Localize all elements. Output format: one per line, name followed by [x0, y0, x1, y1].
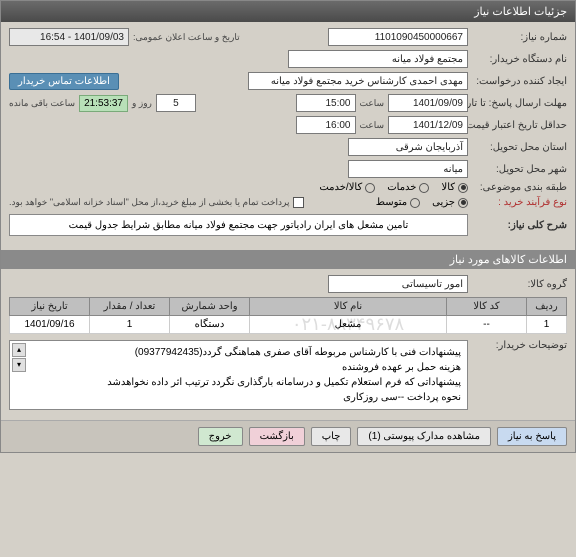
attachments-button[interactable]: مشاهده مدارک پیوستی (1)	[357, 427, 491, 446]
print-button[interactable]: چاپ	[311, 427, 352, 446]
th-code: کد کالا	[447, 298, 527, 316]
details-panel: شماره نیاز: 1101090450000667 تاریخ و ساع…	[1, 22, 575, 246]
th-date: تاریخ نیاز	[10, 298, 90, 316]
creator-field: مهدی احمدی کارشناس خرید مجتمع فولاد میان…	[248, 72, 468, 90]
description-box: تامین مشعل های ایران رادیاتور جهت مجتمع …	[9, 214, 468, 236]
buyer-label: نام دستگاه خریدار:	[472, 54, 567, 65]
notes-up-button[interactable]: ▴	[12, 343, 26, 357]
exit-button[interactable]: خروج	[198, 427, 243, 446]
buyer-notes: ▴ ▾ پیشنهادات فنی با کارشناس مربوطه آقای…	[9, 340, 468, 410]
announce-label: تاریخ و ساعت اعلان عمومی:	[133, 32, 240, 43]
group-label: گروه کالا:	[472, 279, 567, 290]
notes-label: توضیحات خریدار:	[472, 340, 567, 351]
creator-label: ایجاد کننده درخواست:	[472, 76, 567, 87]
req-no-field: 1101090450000667	[328, 28, 468, 46]
desc-label: شرح کلی نیاز:	[472, 220, 567, 231]
req-no-label: شماره نیاز:	[472, 32, 567, 43]
radio-kala[interactable]: کالا	[441, 182, 468, 193]
th-name: نام کالا	[250, 298, 447, 316]
th-qty: تعداد / مقدار	[90, 298, 170, 316]
footer-bar: پاسخ به نیاز مشاهده مدارک پیوستی (1) چاپ…	[1, 420, 575, 452]
radio-partial[interactable]: جزیی	[432, 197, 468, 208]
city-label: شهر محل تحویل:	[472, 164, 567, 175]
days-field: 5	[156, 94, 196, 112]
buyer-field: مجتمع فولاد میانه	[288, 50, 468, 68]
province-field: آذربایجان شرقی	[348, 138, 468, 156]
validity-time-field: 16:00	[296, 116, 356, 134]
notes-down-button[interactable]: ▾	[12, 358, 26, 372]
process-label: نوع فرآیند خرید :	[472, 197, 567, 208]
group-field: امور تاسیساتی	[328, 275, 468, 293]
time-label-1: ساعت	[360, 98, 385, 109]
table-row[interactable]: 1 -- ۰۲۱-۸۸۳۴۹۶۷۸ مشعل دستگاه 1 1401/09/…	[10, 316, 567, 334]
validity-label: حداقل تاریخ اعتبار قیمت: تا تاریخ:	[472, 120, 567, 131]
respond-button[interactable]: پاسخ به نیاز	[497, 427, 567, 446]
contact-info-button[interactable]: اطلاعات تماس خریدار	[9, 73, 119, 90]
back-button[interactable]: بازگشت	[249, 427, 305, 446]
remaining-time: 21:53:37	[79, 95, 128, 112]
city-field: میانه	[348, 160, 468, 178]
remain-suffix: ساعت باقی مانده	[9, 98, 75, 109]
pay-note: پرداخت تمام یا بخشی از مبلغ خرید،از محل …	[9, 197, 289, 208]
announce-field: 1401/09/03 - 16:54	[9, 28, 129, 46]
time-label-2: ساعت	[360, 120, 385, 131]
radio-medium[interactable]: متوسط	[376, 197, 420, 208]
deadline-date-field: 1401/09/09	[388, 94, 468, 112]
validity-date-field: 1401/12/09	[388, 116, 468, 134]
goods-table: ردیف کد کالا نام کالا واحد شمارش تعداد /…	[9, 297, 567, 334]
deadline-label: مهلت ارسال پاسخ: تا تاریخ:	[472, 98, 567, 109]
province-label: استان محل تحویل:	[472, 142, 567, 153]
radio-both[interactable]: کالا/خدمت	[319, 182, 375, 193]
th-row: ردیف	[527, 298, 567, 316]
days-and-label: روز و	[132, 98, 152, 109]
radio-khadamat[interactable]: خدمات	[387, 182, 429, 193]
treasury-checkbox[interactable]	[293, 197, 304, 208]
titlebar: جزئیات اطلاعات نیاز	[1, 1, 575, 22]
deadline-time-field: 15:00	[296, 94, 356, 112]
th-unit: واحد شمارش	[170, 298, 250, 316]
category-label: طبقه بندی موضوعی:	[472, 182, 567, 193]
goods-section-header: اطلاعات کالاهای مورد نیاز	[1, 250, 575, 269]
main-window: جزئیات اطلاعات نیاز شماره نیاز: 11010904…	[0, 0, 576, 453]
